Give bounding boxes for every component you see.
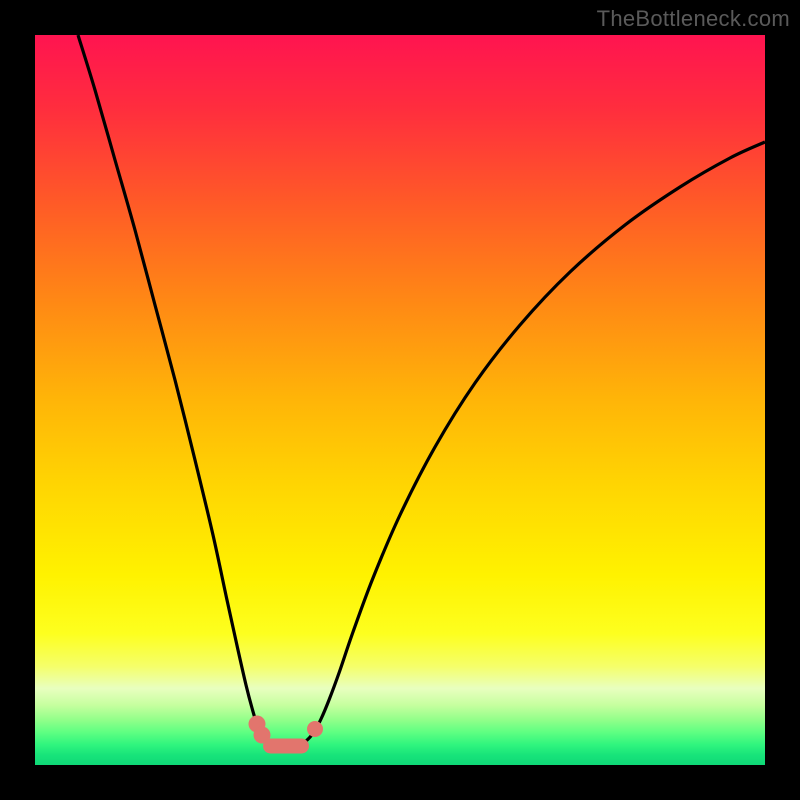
marker-dot	[307, 721, 323, 737]
v-curve	[35, 35, 765, 765]
watermark-text: TheBottleneck.com	[597, 6, 790, 32]
plot-area	[35, 35, 765, 765]
marker-segment	[263, 739, 309, 754]
